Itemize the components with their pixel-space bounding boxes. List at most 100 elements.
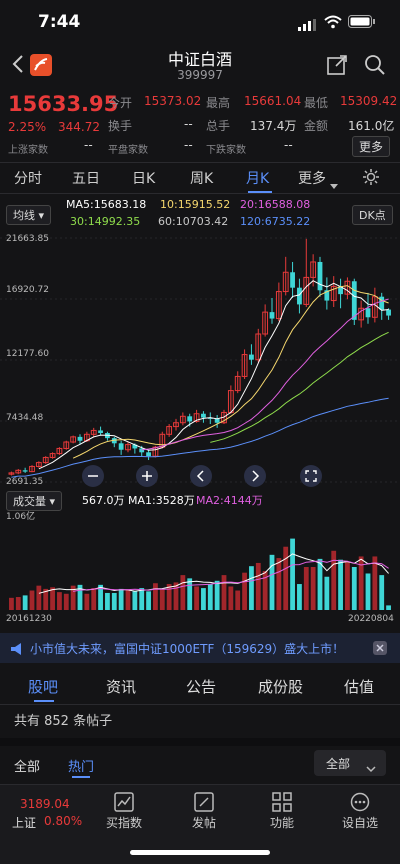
ma-selector-button[interactable]: 均线 ▾ <box>6 205 52 225</box>
ma5-line <box>38 280 389 470</box>
volume-bar <box>9 597 14 610</box>
tab-monthly-k[interactable]: 月K <box>246 171 270 187</box>
dk-point-button[interactable]: DK点 <box>352 205 393 225</box>
fullscreen-button[interactable] <box>300 465 322 487</box>
tab-daily-k[interactable]: 日K <box>132 171 156 187</box>
candle <box>49 452 56 459</box>
volume-bar <box>317 558 323 610</box>
volume-bar <box>98 584 103 610</box>
wifi-icon <box>324 14 342 33</box>
edit-icon[interactable] <box>194 792 214 816</box>
volume-bar <box>255 562 261 610</box>
volume-bar <box>345 562 350 610</box>
candle <box>63 440 70 450</box>
candle <box>8 471 15 476</box>
close-icon[interactable] <box>372 640 388 660</box>
candle <box>338 278 343 309</box>
subtab-news[interactable]: 资讯 <box>106 678 137 696</box>
current-price: 15633.95 <box>8 92 119 116</box>
subtab-announcements[interactable]: 公告 <box>186 678 217 696</box>
volume-bar <box>70 585 76 610</box>
candle <box>269 297 275 324</box>
ma60-value: 60:10703.42 <box>158 215 229 228</box>
chart-icon[interactable] <box>114 792 134 816</box>
tab-intraday[interactable]: 分时 <box>14 171 42 187</box>
volume-bar <box>249 566 254 610</box>
index-ticker-name: 上证 <box>12 816 37 830</box>
zoom-in-button[interactable] <box>136 465 158 487</box>
index-code: 399997 <box>177 68 223 82</box>
zoom-out-button[interactable] <box>82 465 104 487</box>
filter-all[interactable]: 全部 <box>14 760 41 775</box>
scroll-left-button[interactable] <box>190 465 212 487</box>
volume-value: 137.4万 <box>250 119 297 133</box>
price-axis-label: 21663.85 <box>6 234 49 244</box>
grid-icon[interactable] <box>272 792 292 816</box>
amount-value: 161.0亿 <box>348 119 395 133</box>
header <box>0 44 400 88</box>
nav-post[interactable]: 发帖 <box>191 816 216 830</box>
candle <box>351 278 357 325</box>
candle <box>179 412 186 426</box>
ma30-line <box>210 331 389 443</box>
ma120-line <box>11 397 389 478</box>
tab-five-day[interactable]: 五日 <box>72 171 100 187</box>
filter-dropdown-label: 全部 <box>326 757 351 771</box>
nav-add-watchlist[interactable]: 设自选 <box>341 816 378 830</box>
candlestick-chart[interactable] <box>0 232 400 488</box>
volume-bar <box>15 597 21 610</box>
volume-bar <box>207 584 213 610</box>
tab-more[interactable]: 更多 <box>298 171 326 187</box>
candle <box>344 277 351 300</box>
price-axis-label: 12177.60 <box>6 349 49 359</box>
candle <box>249 344 254 365</box>
index-ticker-price[interactable]: 3189.04 <box>20 797 70 811</box>
candle <box>22 467 28 473</box>
subtab-forum[interactable]: 股吧 <box>28 678 59 696</box>
volume-bar <box>201 588 206 610</box>
index-ticker-change: 0.80% <box>44 814 83 828</box>
news-banner[interactable]: 小市值大未来，富国中证1000ETF（159629）盛大上市！ <box>0 633 400 663</box>
filter-dropdown[interactable]: 全部 <box>314 750 386 776</box>
nav-functions[interactable]: 功能 <box>269 816 294 830</box>
down-count-value: -- <box>284 138 293 152</box>
candle <box>201 411 206 423</box>
candle <box>330 276 337 307</box>
search-icon[interactable] <box>364 54 386 80</box>
candle <box>98 426 103 436</box>
volume-bar <box>187 578 193 610</box>
volume-bar <box>338 559 343 610</box>
filter-hot[interactable]: 热门 <box>68 760 95 775</box>
volume-bar <box>303 567 309 610</box>
more-button[interactable]: 更多 <box>352 136 391 157</box>
tab-active-underline <box>248 191 272 193</box>
tab-weekly-k[interactable]: 周K <box>190 171 214 187</box>
scroll-right-button[interactable] <box>244 465 266 487</box>
chevron-down-icon <box>366 759 376 778</box>
volume-ma2: MA2:4144万 <box>196 494 263 507</box>
volume-bar <box>290 538 295 610</box>
volume-bar <box>365 573 371 610</box>
volume-bar <box>132 591 138 610</box>
candle <box>255 328 262 363</box>
subtab-valuation[interactable]: 估值 <box>344 678 375 696</box>
candle <box>297 278 302 314</box>
price-axis-label: 2691.35 <box>6 477 44 487</box>
turnover-label: 换手 <box>108 119 133 133</box>
back-icon[interactable] <box>10 54 26 78</box>
volume-bar <box>125 589 131 610</box>
share-icon[interactable] <box>326 54 348 80</box>
candle <box>275 282 282 322</box>
volume-bar <box>331 550 337 610</box>
app-logo-icon <box>30 54 52 76</box>
settings-gear-icon[interactable] <box>362 168 380 190</box>
status-bar: 7:44 <box>0 0 400 44</box>
nav-buy-index[interactable]: 买指数 <box>105 816 142 830</box>
news-text: 小市值大未来，富国中证1000ETF（159629）盛大上市！ <box>30 642 345 656</box>
candle <box>35 461 42 468</box>
volume-chart[interactable] <box>0 520 400 612</box>
more-dots-icon[interactable] <box>350 792 370 816</box>
candle <box>317 256 323 297</box>
volume-selector-button[interactable]: 成交量 ▾ <box>6 491 63 511</box>
subtab-constituents[interactable]: 成份股 <box>258 678 304 696</box>
